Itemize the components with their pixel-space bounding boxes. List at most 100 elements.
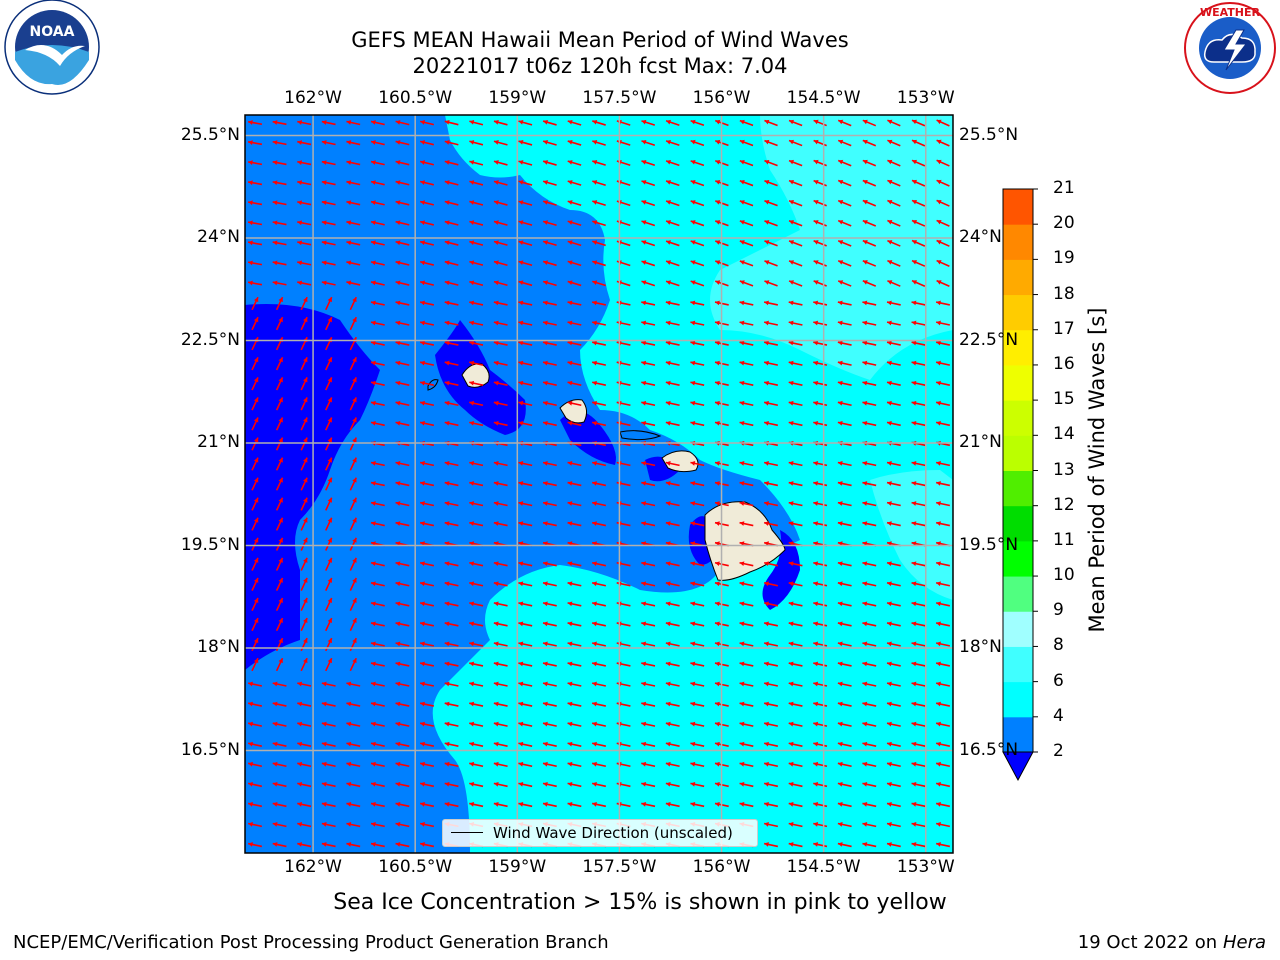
wind-wave-arrowhead: [297, 240, 303, 246]
wind-wave-arrowhead: [371, 721, 376, 727]
wind-wave-arrowhead: [862, 360, 868, 366]
colorbar-tick-label: 9: [1053, 600, 1064, 621]
wind-wave-arrowhead: [788, 320, 794, 326]
wind-wave-arrowhead: [297, 160, 303, 165]
colorbar: [1002, 188, 1038, 782]
wind-wave-arrowhead: [666, 180, 672, 185]
wind-wave-arrowhead: [911, 481, 917, 486]
wind-wave-arrowhead: [837, 842, 843, 847]
wind-wave-arrowhead: [352, 397, 357, 403]
wind-wave-arrowhead: [887, 701, 892, 707]
wind-wave-arrowhead: [887, 721, 892, 727]
wind-wave-arrowhead: [690, 761, 696, 767]
wind-wave-arrowhead: [739, 621, 745, 627]
wind-wave-arrowhead: [346, 701, 352, 707]
wind-wave-arrowhead: [567, 180, 573, 185]
wind-wave-arrowhead: [567, 240, 573, 245]
wind-wave-arrowhead: [862, 380, 868, 386]
colorbar-tick-label: 13: [1053, 459, 1075, 480]
wind-wave-arrowhead: [592, 661, 597, 667]
wind-wave-arrowhead: [469, 400, 475, 406]
wind-wave-arrowhead: [788, 380, 794, 386]
wind-wave-arrowhead: [837, 300, 843, 306]
wind-wave-arrowhead: [493, 661, 499, 667]
wind-wave-arrowhead: [837, 340, 843, 346]
wind-wave-arrowhead: [303, 457, 308, 463]
wind-wave-arrowhead: [346, 761, 352, 767]
wind-wave-arrowhead: [543, 601, 548, 607]
wind-wave-arrowhead: [371, 761, 376, 767]
wind-wave-arrowhead: [567, 761, 573, 767]
wind-wave-arrowhead: [788, 721, 794, 727]
wind-wave-arrowhead: [346, 140, 352, 145]
wind-wave-arrowhead: [444, 461, 450, 466]
wind-wave-arrowhead: [567, 140, 573, 145]
lat-tick-label-right: 16.5°N: [959, 739, 1019, 760]
wind-wave-arrowhead: [813, 220, 819, 225]
wind-wave-arrowhead: [567, 561, 573, 567]
wind-wave-arrowhead: [665, 741, 671, 747]
wind-wave-arrowhead: [297, 701, 303, 707]
wind-wave-arrowhead: [838, 159, 844, 165]
wind-wave-arrowhead: [739, 300, 745, 306]
wind-wave-arrowhead: [813, 641, 819, 647]
wind-wave-arrowhead: [887, 159, 893, 165]
wind-wave-arrowhead: [739, 380, 745, 386]
wind-wave-arrowhead: [248, 200, 253, 206]
wind-wave-arrowhead: [690, 139, 696, 145]
wind-wave-arrowhead: [739, 461, 745, 466]
wind-wave-arrowhead: [788, 521, 794, 526]
wind-wave-arrowhead: [862, 220, 868, 225]
wind-wave-arrowhead: [327, 477, 332, 483]
wind-wave-arrowhead: [813, 681, 819, 687]
wind-wave-arrowhead: [715, 200, 721, 205]
wind-wave-arrowhead: [665, 461, 671, 466]
colorbar-tick-label: 21: [1053, 178, 1075, 198]
wind-wave-arrowhead: [253, 377, 259, 383]
wind-wave-arrowhead: [912, 159, 917, 165]
wind-wave-arrowhead: [567, 741, 573, 747]
wind-wave-arrowhead: [420, 320, 425, 326]
wind-wave-arrowhead: [518, 802, 524, 807]
wind-wave-arrowhead: [911, 320, 917, 326]
wind-wave-arrowhead: [567, 360, 573, 366]
wind-wave-arrowhead: [371, 260, 376, 266]
wind-wave-arrowhead: [641, 280, 647, 285]
wind-wave-arrowhead: [887, 741, 892, 747]
wind-wave-arrowhead: [789, 280, 794, 285]
wind-wave-arrowhead: [764, 761, 769, 767]
wind-wave-arrowhead: [739, 240, 745, 245]
wind-wave-arrowhead: [788, 461, 794, 466]
wind-wave-arrowhead: [567, 721, 573, 727]
wind-wave-arrowhead: [788, 601, 794, 607]
wind-wave-arrowhead: [641, 621, 647, 627]
wind-wave-arrowhead: [469, 320, 475, 326]
wind-wave-arrowhead: [739, 802, 745, 807]
wind-wave-arrowhead: [543, 160, 549, 165]
wind-wave-arrowhead: [813, 761, 819, 767]
wind-wave-arrowhead: [837, 420, 843, 426]
wind-wave-arrowhead: [739, 741, 745, 747]
wind-wave-arrowhead: [272, 761, 278, 767]
wind-wave-arrowhead: [493, 320, 499, 326]
wind-wave-arrowhead: [837, 360, 843, 366]
wind-wave-arrowhead: [543, 761, 548, 767]
wind-wave-arrowhead: [346, 681, 352, 687]
wind-wave-arrowhead: [715, 681, 720, 687]
wind-wave-arrowhead: [493, 802, 499, 807]
wind-wave-arrowhead: [862, 240, 868, 245]
wind-wave-arrowhead: [813, 380, 819, 386]
colorbar-segment: [1003, 364, 1033, 401]
legend-line-icon: [451, 832, 483, 833]
wind-wave-arrowhead: [764, 320, 769, 326]
wind-wave-arrowhead: [764, 159, 770, 165]
wind-wave-arrowhead: [248, 120, 253, 125]
wind-wave-arrowhead: [248, 681, 253, 687]
wind-wave-arrowhead: [789, 139, 794, 145]
wind-wave-arrowhead: [420, 420, 425, 426]
wind-wave-arrowhead: [272, 781, 278, 787]
lon-tick-label-top: 154.5°W: [786, 88, 861, 108]
wind-wave-arrowhead: [253, 477, 259, 483]
wind-wave-arrowhead: [936, 360, 941, 366]
wind-wave-arrowhead: [395, 120, 401, 125]
